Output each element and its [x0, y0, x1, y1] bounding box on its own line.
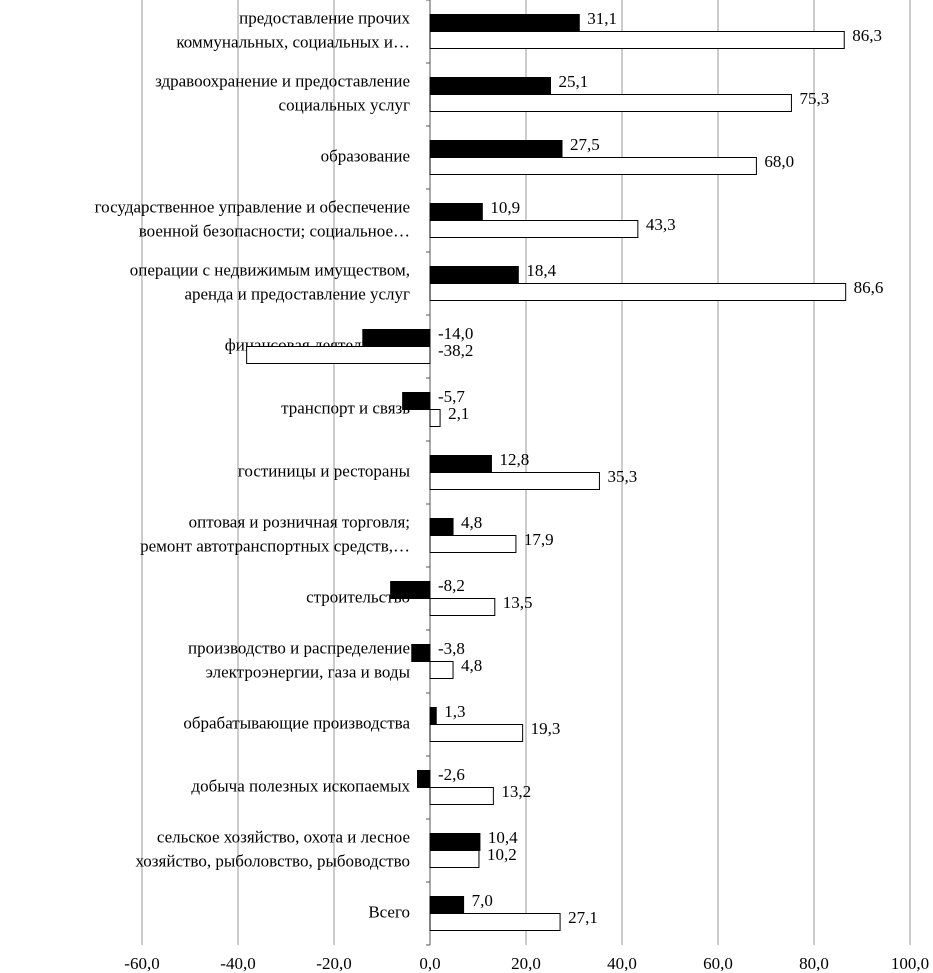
x-tick-label: 80,0	[799, 954, 829, 973]
bar	[417, 770, 431, 788]
x-tick-label: 60,0	[703, 954, 733, 973]
bar	[362, 329, 431, 347]
bar	[429, 913, 561, 931]
category-label: ремонт автотранспортных средств,…	[140, 536, 410, 555]
bar	[429, 283, 847, 301]
category-label: образование	[321, 146, 410, 165]
bar	[429, 94, 792, 112]
value-label: -8,2	[438, 576, 465, 595]
bar	[429, 896, 465, 914]
bar	[429, 14, 580, 32]
bar	[402, 392, 431, 410]
category-label: транспорт и связь	[281, 398, 410, 417]
x-tick-label: 20,0	[511, 954, 541, 973]
category-label: строительство	[306, 587, 410, 606]
bar	[429, 535, 517, 553]
category-label: электроэнергии, газа и воды	[206, 662, 411, 681]
category-label: социальных услуг	[279, 95, 410, 114]
category-label: операции с недвижимым имуществом,	[130, 260, 410, 279]
value-label: 27,1	[568, 908, 598, 927]
bar	[429, 77, 551, 95]
value-label: -38,2	[438, 341, 473, 360]
bar	[429, 707, 437, 725]
value-label: 86,6	[854, 278, 884, 297]
value-label: 1,3	[444, 702, 465, 721]
value-label: 13,2	[501, 782, 531, 801]
category-label: аренда и предоставление услуг	[184, 284, 410, 303]
bar	[429, 472, 600, 490]
value-label: 43,3	[646, 215, 676, 234]
x-tick-label: 40,0	[607, 954, 637, 973]
bar	[429, 31, 845, 49]
value-label: 10,2	[487, 845, 517, 864]
value-label: 27,5	[570, 135, 600, 154]
bar	[429, 833, 481, 851]
category-label: предоставление прочих	[239, 8, 410, 27]
bar	[429, 661, 454, 679]
category-label: военной безопасности; социальное…	[139, 221, 410, 240]
category-label: оптовая и розничная торговля;	[189, 512, 410, 531]
value-label: 12,8	[499, 450, 529, 469]
bar	[390, 581, 431, 599]
category-label: сельское хозяйство, охота и лесное	[157, 827, 410, 846]
value-label: 2,1	[448, 404, 469, 423]
value-label: -5,7	[438, 387, 465, 406]
bar	[429, 140, 563, 158]
value-label: 17,9	[524, 530, 554, 549]
category-label: обрабатывающие производства	[183, 713, 410, 732]
category-label: Всего	[368, 902, 410, 921]
value-label: -2,6	[438, 765, 465, 784]
bar	[429, 850, 480, 868]
bar	[429, 598, 496, 616]
x-tick-label: -20,0	[316, 954, 351, 973]
bar	[429, 455, 492, 473]
value-label: 86,3	[852, 26, 882, 45]
bar	[429, 157, 757, 175]
value-label: 10,9	[490, 198, 520, 217]
category-label: государственное управление и обеспечение	[95, 197, 410, 216]
value-label: 25,1	[558, 72, 588, 91]
category-label: здравоохранение и предоставление	[155, 71, 410, 90]
bar	[429, 518, 454, 536]
bar	[429, 203, 483, 221]
category-label: коммунальных, социальных и…	[176, 32, 410, 51]
bar	[429, 266, 519, 284]
value-label: 10,4	[488, 828, 518, 847]
value-label: 31,1	[587, 9, 617, 28]
category-label: хозяйство, рыболовство, рыбоводство	[135, 851, 410, 870]
value-label: 4,8	[461, 513, 482, 532]
category-label: гостиницы и рестораны	[238, 461, 411, 480]
bar	[246, 346, 431, 364]
x-tick-label: 100,0	[891, 954, 929, 973]
value-label: -14,0	[438, 324, 473, 343]
value-label: 75,3	[799, 89, 829, 108]
value-label: 18,4	[526, 261, 556, 280]
x-tick-label: -60,0	[124, 954, 159, 973]
x-tick-label: -40,0	[220, 954, 255, 973]
bar	[429, 409, 441, 427]
value-label: 7,0	[472, 891, 493, 910]
value-label: 4,8	[461, 656, 482, 675]
value-label: 68,0	[764, 152, 794, 171]
bar	[411, 644, 431, 662]
value-label: 35,3	[607, 467, 637, 486]
value-label: 19,3	[531, 719, 561, 738]
category-label: добыча полезных ископаемых	[191, 776, 410, 795]
bar	[429, 724, 524, 742]
x-tick-label: 0,0	[419, 954, 440, 973]
bar	[429, 787, 494, 805]
value-label: 13,5	[503, 593, 533, 612]
bar	[429, 220, 639, 238]
value-label: -3,8	[438, 639, 465, 658]
category-label: производство и распределение	[188, 638, 410, 657]
